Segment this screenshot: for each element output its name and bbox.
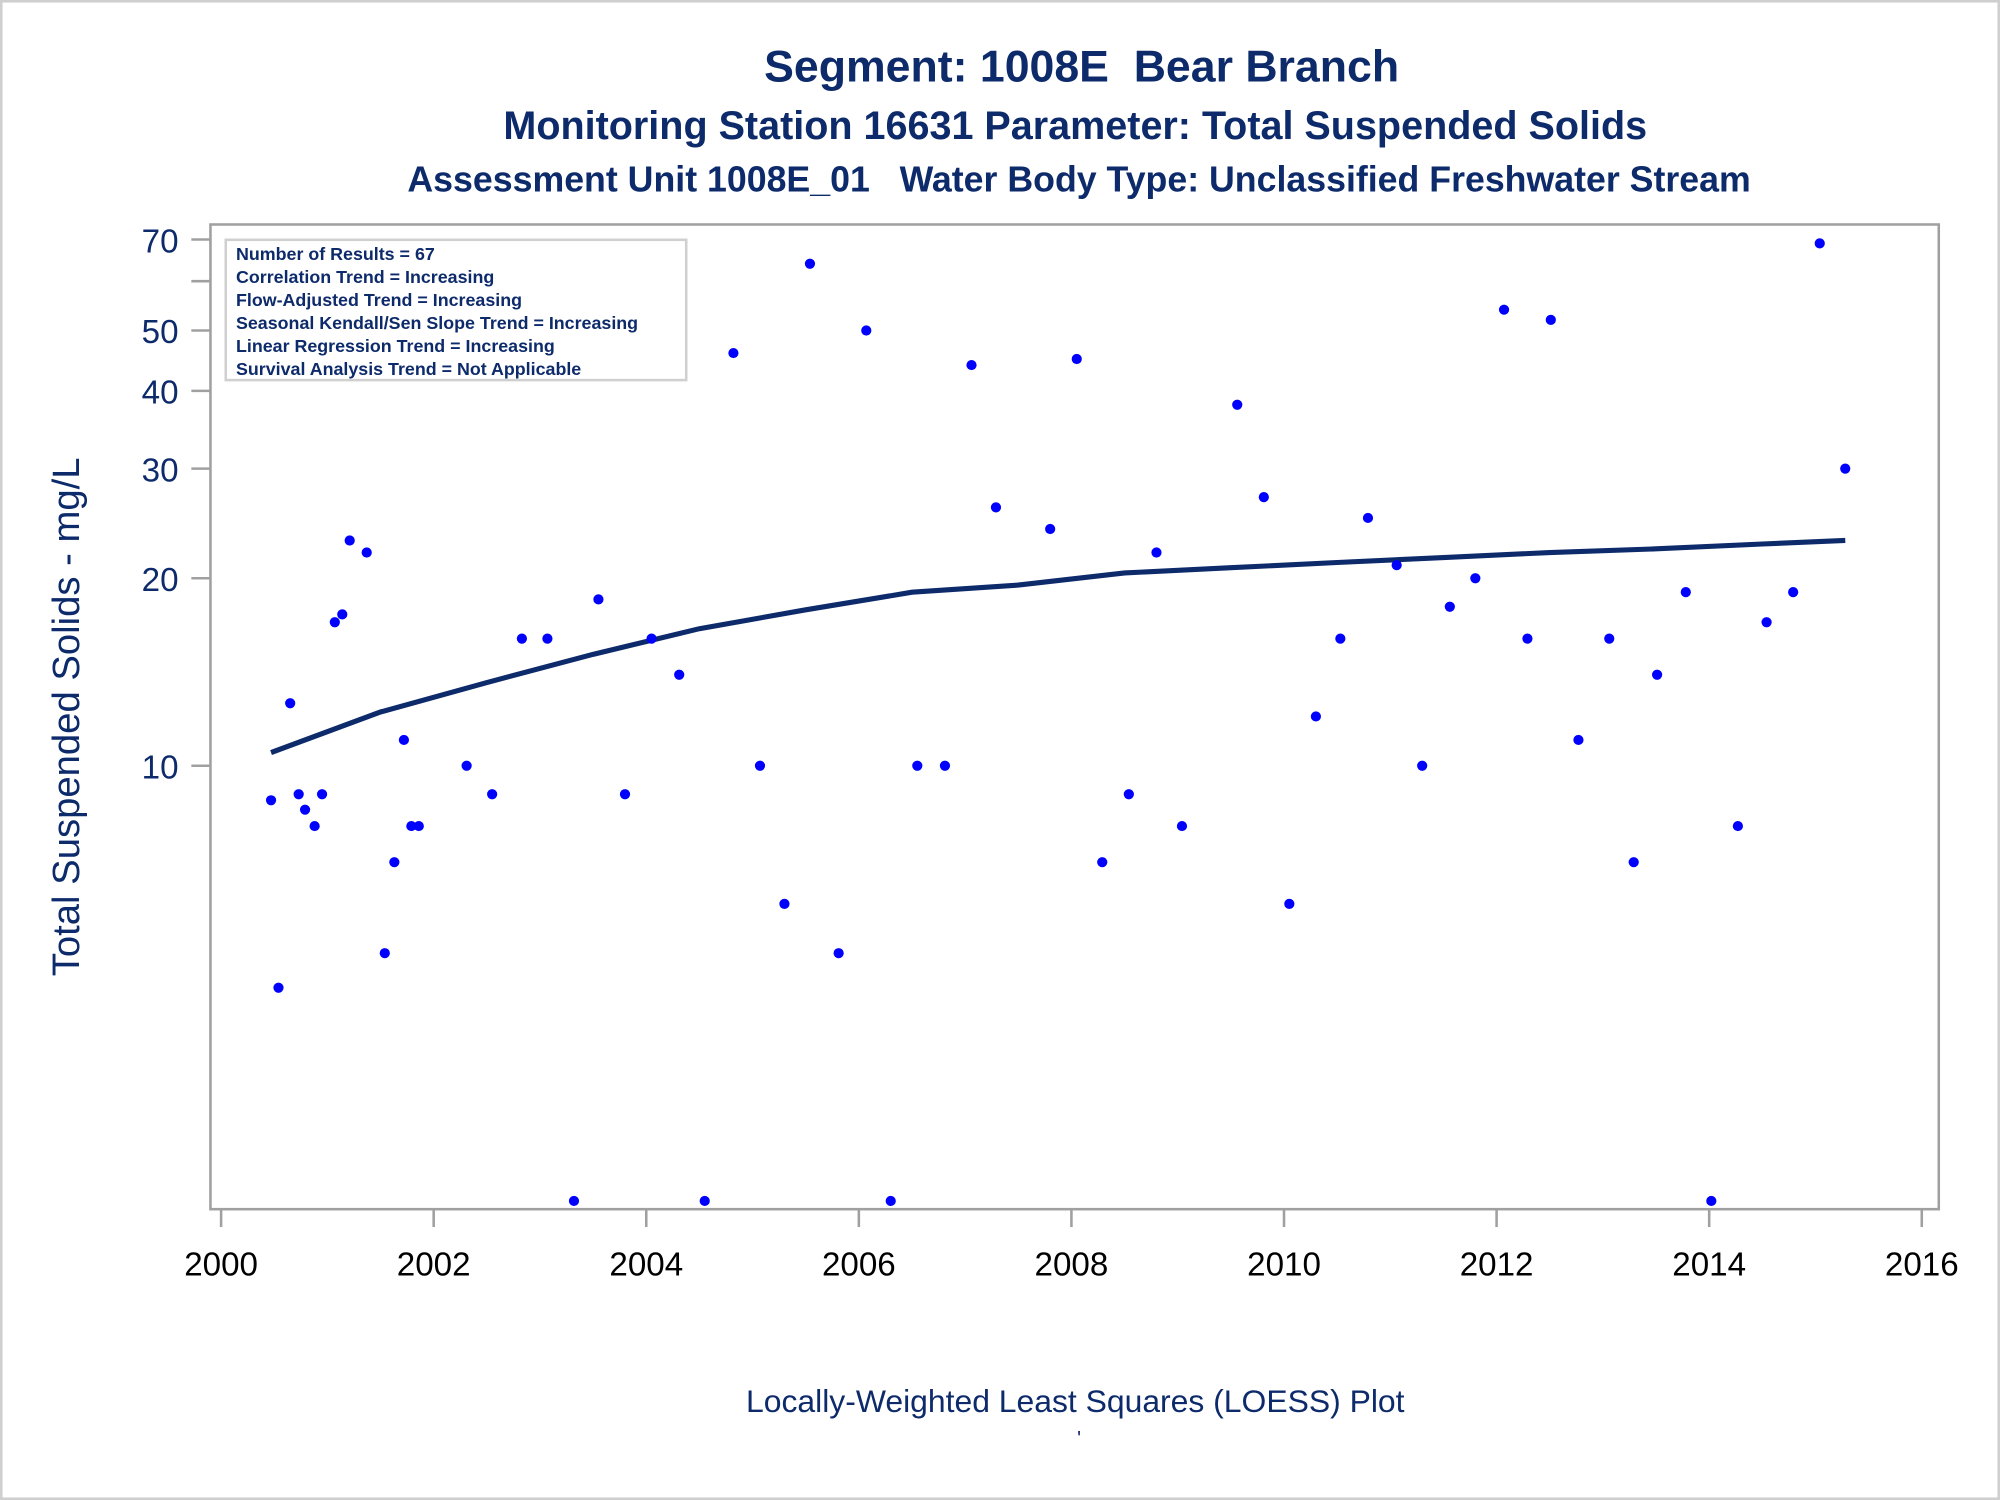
data-point [1258,492,1269,503]
data-point [674,669,685,680]
data-point [1604,633,1615,644]
legend-entry: Number of Results = 67 [236,244,435,264]
data-point [1732,820,1743,832]
data-point [939,760,951,771]
data-point [1498,304,1510,315]
data-point [861,325,872,336]
data-point [1310,711,1322,722]
x-tick-label: 2010 [1247,1247,1321,1284]
data-point [1788,587,1799,598]
data-point [1522,633,1533,644]
x-tick-label: 2012 [1460,1247,1534,1284]
data-point [487,789,498,800]
data-point [309,820,320,832]
data-point [833,948,844,959]
chart-subtitle: Monitoring Station 16631 Parameter: Tota… [503,104,1647,148]
data-point [299,804,311,815]
y-tick-label: 20 [142,562,179,599]
data-point [1628,857,1639,868]
legend-entry: Flow-Adjusted Trend = Increasing [236,290,522,310]
data-point [966,359,977,371]
legend-entry: Seasonal Kendall/Sen Slope Trend = Incre… [236,313,638,333]
data-point [1284,898,1295,909]
data-point [728,347,739,359]
x-tick-label: 2016 [1885,1247,1959,1284]
data-point [379,948,390,959]
data-point [316,789,328,800]
data-point [361,547,372,558]
legend-box [224,238,688,382]
data-point [293,789,304,800]
plot-frame [209,223,1941,1211]
data-point [912,760,923,771]
chart-title: Segment: 1008E Bear Branch [764,43,1399,92]
data-point [568,1195,580,1207]
data-point [413,820,424,832]
data-point [1545,314,1556,326]
data-point [389,857,400,868]
data-point [1814,238,1825,249]
data-point [779,898,790,909]
x-tick-label: 2006 [822,1247,896,1284]
data-point [1680,587,1691,598]
y-tick-label: 40 [142,375,179,412]
x-tick-label: 2000 [184,1247,258,1284]
data-point [273,982,284,993]
footnote: ' [1077,1428,1081,1450]
legend-entry: Linear Regression Trend = Increasing [236,336,555,356]
data-point [461,760,472,771]
legend: Number of Results = 67 Correlation Trend … [224,238,688,382]
data-point [1071,353,1082,365]
y-tick-label: 10 [142,749,179,786]
data-point [1840,463,1851,474]
y-axis-label: Total Suspended Solids - mg/L [45,457,88,976]
data-point [646,633,657,644]
chart-subtitle-2: Assessment Unit 1008E_01 Water Body Type… [407,159,1750,199]
data-point [619,789,631,800]
y-tick-label: 30 [142,452,179,489]
data-point [1706,1195,1717,1207]
data-point [1573,734,1584,746]
data-point [329,617,340,628]
y-tick-label: 70 [142,223,179,260]
data-point [406,820,417,832]
data-point [1391,559,1402,571]
x-tick-label: 2008 [1035,1247,1109,1284]
data-point [1444,601,1455,612]
data-point [344,535,355,546]
data-point [1045,523,1056,535]
data-point [398,734,410,746]
data-point [1335,633,1346,644]
data-point [285,698,296,709]
data-point [265,795,277,806]
x-tick-label: 2014 [1672,1247,1746,1284]
data-point [1232,399,1243,410]
x-axis-label: Locally-Weighted Least Squares (LOESS) P… [746,1383,1405,1419]
data-point [1151,547,1162,558]
data-point [337,609,348,620]
data-point [593,594,604,605]
data-point [1417,760,1428,771]
legend-entry: Correlation Trend = Increasing [236,267,494,287]
data-point [754,760,766,771]
data-point [1097,857,1108,868]
y-tick-label: 50 [142,314,179,351]
loess-line [270,537,1846,755]
data-point [1176,820,1188,832]
data-point [1362,512,1374,524]
data-point [804,258,816,269]
x-tick-label: 2004 [609,1247,683,1284]
data-point [1470,573,1481,584]
data-point [1123,789,1134,800]
x-tick-label: 2002 [397,1247,471,1284]
data-point [885,1195,896,1207]
data-point [1651,669,1663,680]
data-point [516,633,527,644]
data-point [542,633,553,644]
data-point [990,502,1002,513]
data-point [699,1195,710,1207]
data-point [1761,617,1772,628]
legend-entry: Survival Analysis Trend = Not Applicable [236,359,581,379]
